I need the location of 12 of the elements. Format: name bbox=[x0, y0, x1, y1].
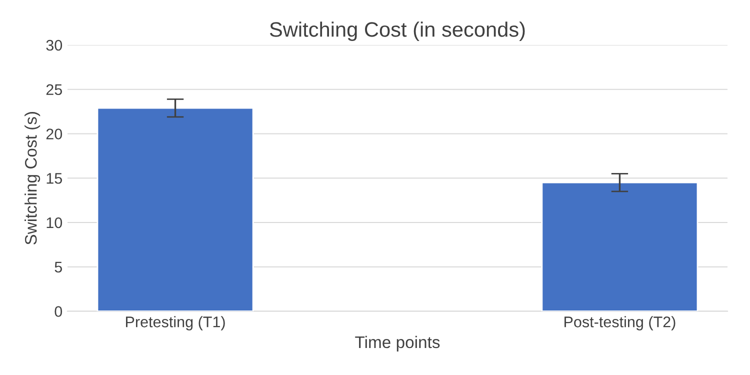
y-tick-label: 0 bbox=[54, 306, 62, 317]
y-tick-label: 10 bbox=[46, 217, 62, 228]
y-tick-label: 5 bbox=[54, 262, 62, 273]
y-tick-label: 25 bbox=[46, 84, 62, 96]
y-tick-label: 30 bbox=[46, 40, 62, 51]
x-axis-title: Time points bbox=[355, 336, 440, 352]
y-tick-label: 15 bbox=[46, 173, 62, 184]
chart-title: Switching Cost (in seconds) bbox=[270, 22, 525, 41]
x-tick-label: Post-testing (T2) bbox=[564, 316, 676, 330]
y-axis-title: Switching Cost (s) bbox=[24, 112, 40, 245]
x-tick-label: Pretesting (T1) bbox=[126, 316, 225, 330]
y-tick-label: 20 bbox=[46, 128, 62, 140]
